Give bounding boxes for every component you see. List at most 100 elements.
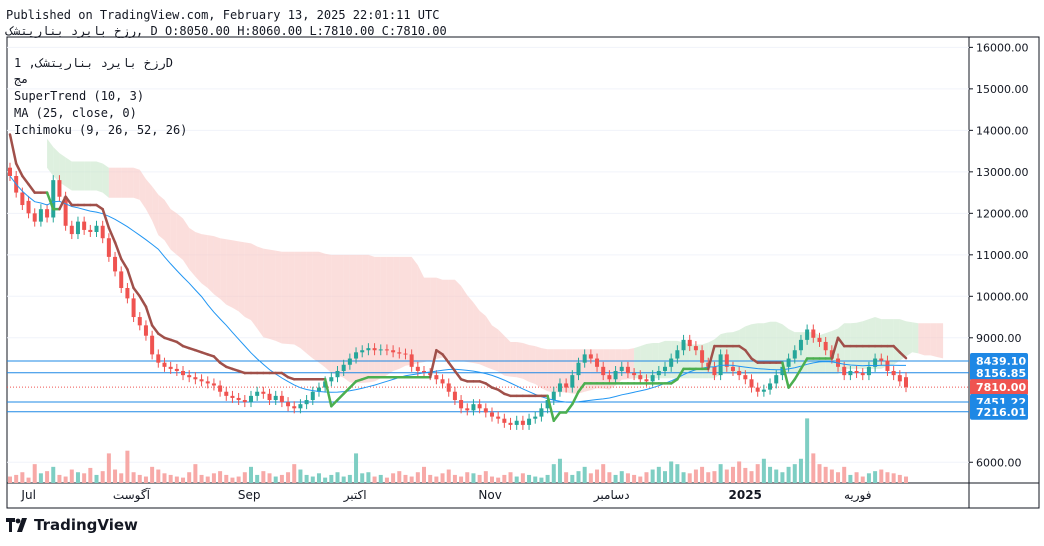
volume-bar [143, 476, 148, 483]
candle-body [174, 368, 179, 371]
candle-body [32, 213, 37, 222]
supertrend-segment [330, 398, 339, 408]
ichimoku-cloud-segment [936, 323, 944, 359]
supertrend-segment [8, 133, 18, 165]
ichimoku-cloud-segment [244, 242, 251, 321]
supertrend-segment [787, 378, 797, 389]
candle-body [601, 366, 606, 376]
volume-bar [440, 473, 445, 483]
supertrend-segment [676, 367, 685, 381]
legend-ma[interactable]: MA (25, close, 0) [14, 106, 137, 120]
volume-bar [403, 474, 408, 483]
volume-bar [551, 464, 556, 483]
supertrend-segment [552, 411, 562, 423]
candle-body [384, 349, 389, 351]
candle-body [687, 339, 692, 347]
volume-bar [638, 476, 643, 483]
volume-bar [137, 474, 142, 483]
volume-bar [75, 472, 80, 483]
ichimoku-cloud-segment [510, 341, 517, 378]
volume-bar [718, 464, 723, 483]
legend-exchange: مج [14, 72, 29, 86]
legend-supertrend[interactable]: SuperTrend (10, 3) [14, 89, 145, 103]
candle-body [866, 366, 871, 376]
candle-body [786, 358, 791, 367]
candle-body [273, 395, 278, 401]
candle-body [768, 383, 773, 390]
volume-bar [8, 476, 12, 483]
candle-body [446, 383, 451, 392]
legend-ichimoku[interactable]: Ichimoku (9, 26, 52, 26) [14, 123, 188, 137]
y-tick-label: 13000.00 [976, 166, 1029, 179]
candle-body [329, 377, 334, 382]
volume-bar [446, 469, 451, 483]
candle-body [761, 389, 766, 392]
volume-bar [693, 469, 698, 483]
volume-bar [310, 476, 315, 483]
volume-bar [255, 474, 260, 483]
volume-bar [860, 476, 865, 483]
tradingview-logo[interactable]: TradingView [6, 516, 138, 534]
volume-bar [483, 471, 488, 483]
volume-bar [564, 472, 569, 483]
candle-body [57, 180, 62, 197]
candle-body [483, 408, 488, 413]
candle-body [162, 362, 167, 367]
ichimoku-cloud-segment [924, 323, 931, 356]
candle-body [267, 393, 272, 401]
ichimoku-cloud-segment [609, 349, 616, 390]
volume-bar [576, 471, 581, 483]
candle-body [218, 385, 223, 392]
candle-body [422, 370, 427, 374]
candle-body [700, 350, 705, 363]
ichimoku-cloud-segment [399, 256, 406, 369]
ichimoku-cloud-segment [634, 346, 641, 379]
volume-bar [885, 472, 890, 483]
ichimoku-cloud-segment [491, 325, 499, 372]
price-level-label: 8156.85 [976, 367, 1026, 380]
ichimoku-cloud-segment [337, 254, 344, 378]
y-tick-label: 14000.00 [976, 124, 1029, 137]
ichimoku-cloud-segment [529, 345, 536, 384]
volume-bar [193, 464, 198, 483]
x-tick-label: آگوست [113, 487, 151, 503]
candle-body [459, 400, 464, 409]
candle-body [26, 200, 31, 214]
x-tick-label: Jul [20, 488, 35, 502]
volume-bar [174, 476, 179, 483]
x-tick-label: 2025 [729, 488, 762, 502]
candle-body [199, 379, 204, 382]
candle-body [168, 366, 173, 369]
volume-bar [743, 467, 748, 483]
candle-body [496, 416, 501, 419]
volume-bar [199, 474, 204, 483]
volume-bar [829, 469, 834, 483]
volume-bar [378, 474, 383, 483]
tradingview-logo-icon [6, 518, 27, 532]
ichimoku-cloud-segment [164, 199, 171, 250]
volume-bar [69, 469, 74, 483]
supertrend-segment [453, 369, 463, 381]
candle-body [823, 341, 828, 351]
ichimoku-cloud-segment [770, 321, 777, 375]
supertrend-segment [441, 353, 450, 364]
legend-symbol: رزخ بایرد بناریتشک, 1D [14, 56, 173, 70]
volume-bar [471, 473, 476, 483]
candle-body [391, 350, 396, 353]
ichimoku-cloud-segment [504, 335, 511, 377]
candle-body [805, 329, 810, 340]
brand-name: TradingView [34, 516, 138, 534]
candle-body [354, 352, 359, 359]
ichimoku-cloud-segment [621, 349, 628, 380]
chart-area[interactable]: 16000.00 15000.00 14000.00 13000.00 12000.00… [0, 0, 1044, 512]
volume-bar [279, 474, 284, 483]
ichimoku-cloud-segment [411, 256, 418, 365]
candle-body [681, 339, 686, 351]
candle-body [63, 196, 68, 226]
candle-body [45, 209, 50, 218]
ichimoku-cloud-segment [343, 254, 350, 383]
candle-body [187, 375, 192, 378]
supertrend-segment [892, 344, 902, 354]
candle-body [848, 370, 853, 376]
volume-bar [366, 472, 371, 483]
